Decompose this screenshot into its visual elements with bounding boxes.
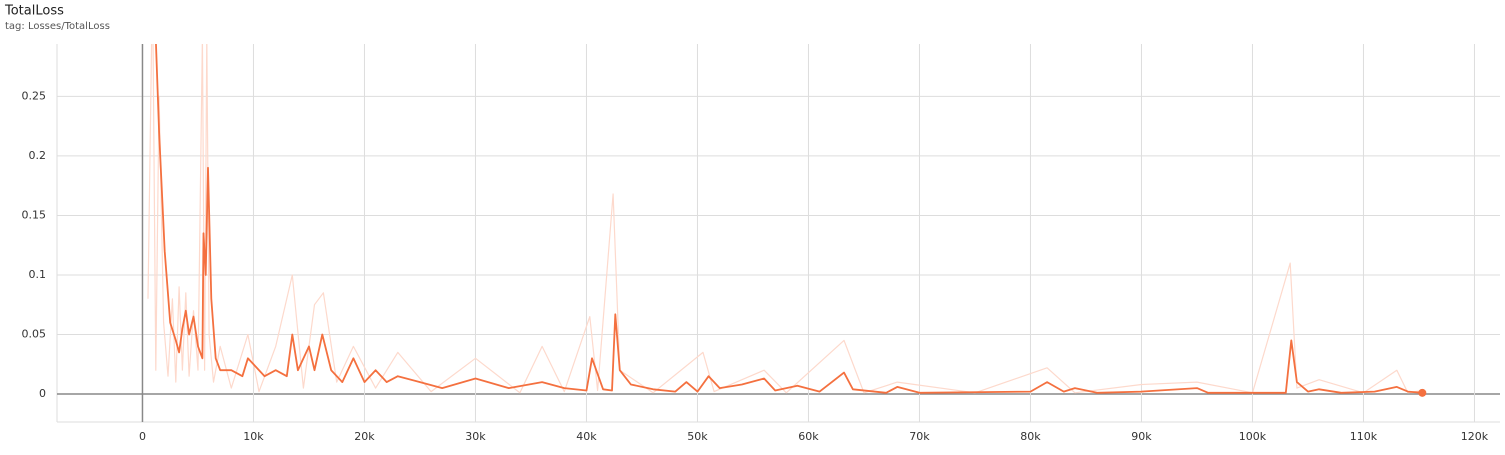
grid bbox=[56, 44, 1500, 423]
y-tick-label: 0.1 bbox=[29, 268, 47, 281]
y-tick-label: 0.2 bbox=[29, 149, 47, 162]
last-point bbox=[1418, 388, 1427, 397]
series-line bbox=[155, 44, 1423, 394]
x-tick-label: 40k bbox=[576, 430, 597, 443]
plot bbox=[147, 44, 1427, 397]
x-tick-label: 100k bbox=[1239, 430, 1267, 443]
x-tick-label: 80k bbox=[1020, 430, 1041, 443]
x-tick-label: 120k bbox=[1461, 430, 1489, 443]
x-tick-label: 20k bbox=[354, 430, 375, 443]
x-tick-label: 0 bbox=[139, 430, 146, 443]
labels: 0 0.05 0.1 0.15 0.2 0.25 0 10k 20k 30k 40k 50k 60k 70… bbox=[22, 89, 1489, 443]
chart-title: TotalLoss bbox=[4, 4, 64, 19]
y-tick-label: 0 bbox=[39, 387, 46, 400]
x-tick-label: 10k bbox=[243, 430, 264, 443]
x-tick-label: 90k bbox=[1131, 430, 1152, 443]
x-tick-label: 60k bbox=[798, 430, 819, 443]
x-tick-label: 70k bbox=[909, 430, 930, 443]
y-tick-label: 0.15 bbox=[22, 208, 47, 221]
x-tick-label: 50k bbox=[687, 430, 708, 443]
chart-subtitle: tag: Losses/TotalLoss bbox=[5, 21, 110, 32]
x-tick-label: 30k bbox=[465, 430, 486, 443]
series-line bbox=[147, 44, 1423, 394]
y-tick-label: 0.05 bbox=[22, 327, 47, 340]
y-tick-label: 0.25 bbox=[22, 89, 47, 102]
x-tick-label: 110k bbox=[1350, 430, 1378, 443]
